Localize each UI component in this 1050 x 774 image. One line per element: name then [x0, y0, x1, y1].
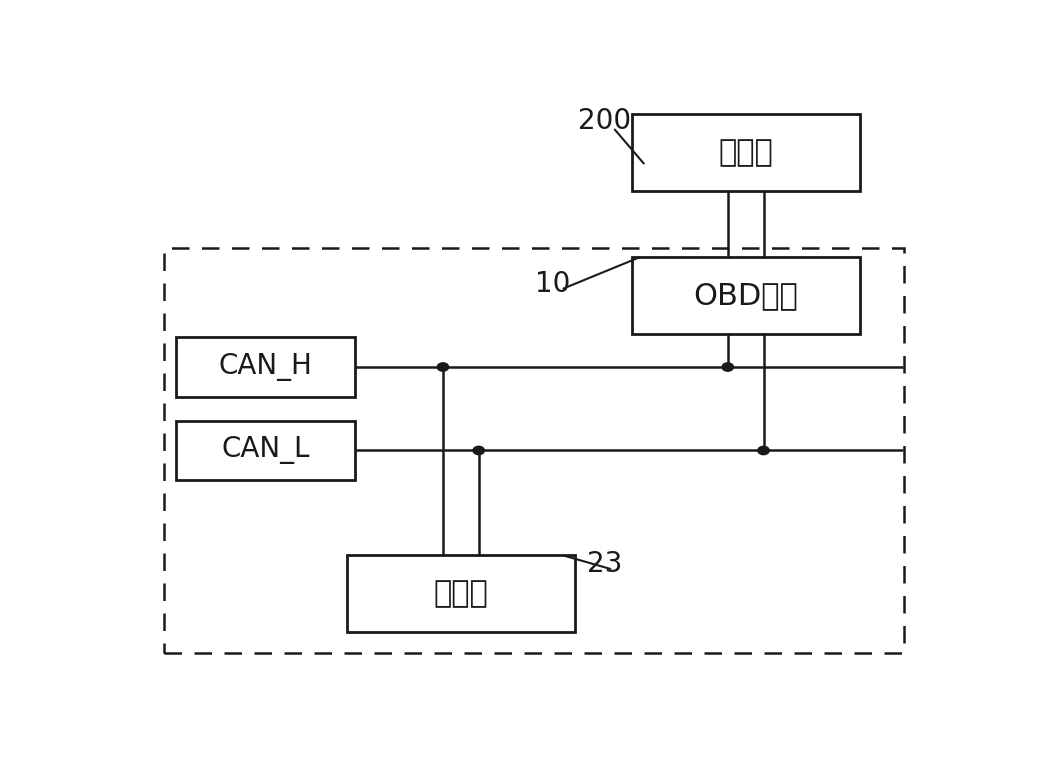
Bar: [164, 248, 904, 653]
Text: OBD接口: OBD接口: [693, 281, 798, 310]
Text: 200: 200: [579, 108, 631, 135]
Text: 诊断仪: 诊断仪: [718, 138, 773, 167]
Bar: [632, 114, 860, 191]
Text: CAN_L: CAN_L: [222, 437, 310, 464]
Bar: [346, 555, 574, 632]
Circle shape: [437, 363, 448, 372]
Circle shape: [472, 447, 484, 454]
Circle shape: [722, 363, 733, 372]
Bar: [632, 257, 860, 334]
Bar: [176, 421, 355, 480]
Bar: [176, 337, 355, 397]
Text: 23: 23: [587, 550, 623, 577]
Text: 10: 10: [536, 269, 570, 297]
Text: 控制器: 控制器: [434, 579, 488, 608]
Text: CAN_H: CAN_H: [218, 353, 313, 381]
Circle shape: [758, 447, 770, 454]
